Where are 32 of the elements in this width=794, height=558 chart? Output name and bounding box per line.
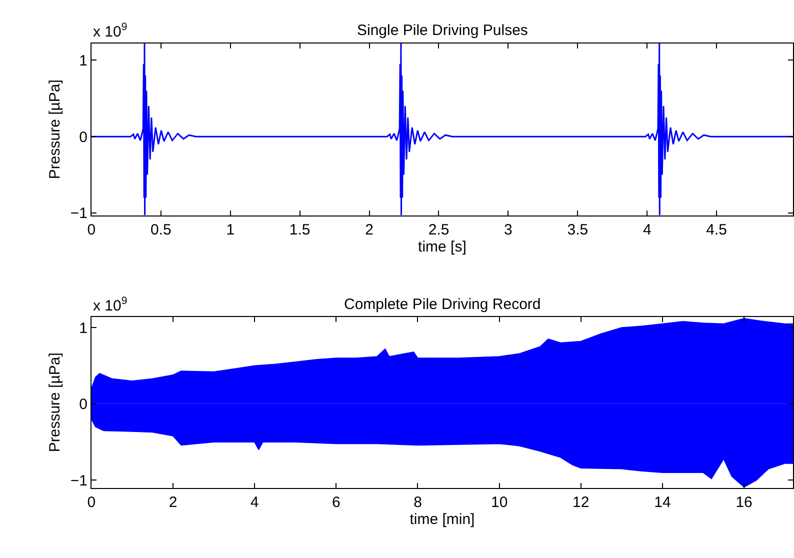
x-tick-label: 1.5 (289, 221, 310, 238)
y-axis-title: Pressure [µPa] (46, 80, 64, 180)
text: x 10$^{9}$ (93, 21, 128, 40)
text: x 10$^{9}$ (93, 295, 128, 314)
chart-title: Complete Pile Driving Record (344, 296, 541, 313)
x-tick-label: 4 (642, 221, 652, 238)
y-tick-label: 1 (79, 320, 88, 337)
y-axis-title: Pressure [µPa] (46, 352, 64, 452)
x-axis-title: time [s] (418, 238, 466, 256)
line-series (91, 43, 793, 216)
x-tick-label: 2 (168, 494, 178, 511)
y-tick-label: 0 (79, 128, 88, 146)
x-tick-label: 6 (332, 494, 340, 511)
y-tick-label: 0 (79, 396, 88, 414)
y-tick-label: −1 (70, 472, 88, 490)
x-tick-label: 2.5 (428, 221, 450, 238)
x-tick-label: 12 (572, 494, 590, 511)
y-tick-label: −1 (70, 205, 88, 222)
x-tick-label: 1 (226, 221, 235, 238)
x-tick-label: 4 (250, 494, 259, 511)
y-tick-label: 1 (79, 52, 88, 70)
x-tick-label: 3.5 (567, 221, 588, 238)
x-tick-label: 4.5 (706, 221, 728, 238)
chart-title: Single Pile Driving Pulses (357, 22, 528, 39)
x-tick-label: 14 (654, 494, 671, 511)
x-tick-label: 2 (365, 221, 374, 238)
x-tick-label: 8 (414, 494, 422, 511)
x-tick-label: 10 (490, 494, 508, 511)
x-tick-label: 3 (504, 221, 512, 238)
x-axis-title: time [min] (410, 510, 475, 528)
x-tick-label: 0.5 (150, 221, 172, 238)
x-tick-label: 16 (736, 494, 752, 511)
